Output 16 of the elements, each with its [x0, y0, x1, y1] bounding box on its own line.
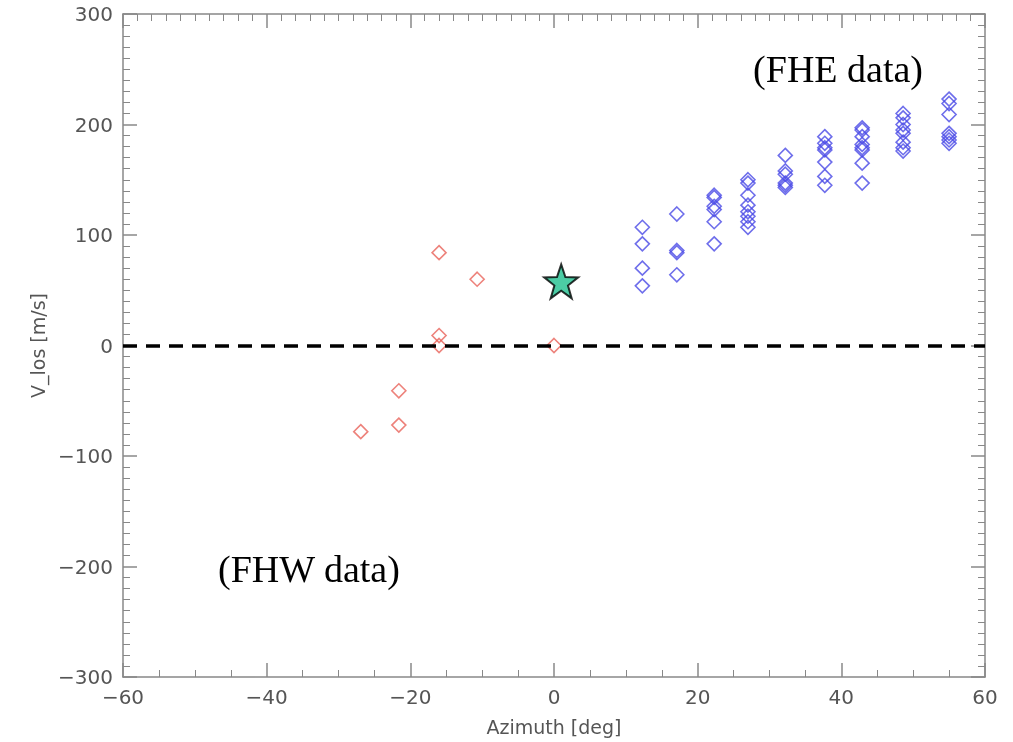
annotation: (FHE data) — [753, 48, 923, 91]
y-tick-label: −200 — [58, 554, 113, 579]
x-tick-label: 40 — [828, 685, 855, 709]
x-tick-label: 0 — [547, 685, 561, 709]
x-tick-label: 20 — [684, 685, 711, 709]
x-axis-title: Azimuth [deg] — [486, 715, 622, 738]
x-tick-label: −20 — [389, 685, 432, 709]
y-tick-label: 0 — [100, 333, 113, 358]
y-tick-label: 300 — [74, 2, 113, 26]
y-tick-label: −100 — [58, 444, 113, 468]
y-tick-label: 200 — [74, 112, 113, 137]
annotation: (FHW data) — [218, 548, 400, 591]
y-tick-label: 100 — [74, 223, 113, 247]
x-tick-label: 60 — [972, 685, 998, 709]
x-tick-label: −40 — [245, 685, 288, 709]
y-axis-title: V_los [m/s] — [26, 293, 50, 398]
